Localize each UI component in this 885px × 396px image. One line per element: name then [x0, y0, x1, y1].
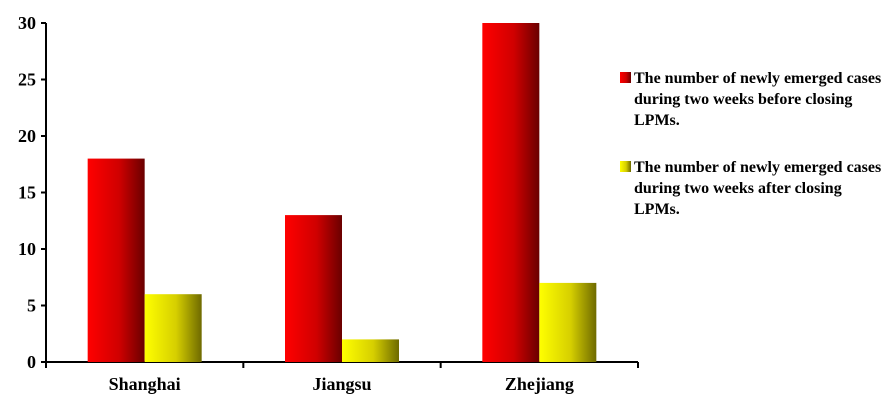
- x-axis: Shanghai Jiangsu Zhejiang: [45, 361, 639, 394]
- bars: [87, 23, 597, 362]
- legend-swatch-before: [620, 72, 631, 83]
- y-tick-label: 10: [18, 239, 36, 259]
- bar-after-closing-jiangsu: [342, 339, 399, 362]
- y-tick-label: 25: [18, 70, 36, 90]
- y-tick-label: 0: [27, 352, 36, 372]
- legend-swatch-after: [620, 161, 631, 172]
- x-category-label: Jiangsu: [312, 374, 371, 394]
- y-axis: 0 5 10 15 20 25 30: [18, 13, 47, 372]
- y-tick-label: 5: [27, 296, 36, 316]
- legend-label-after: The number of newly emerged cases during…: [634, 159, 882, 218]
- x-category-label: Shanghai: [109, 374, 181, 394]
- legend-item-before: The number of newly emerged cases during…: [620, 68, 882, 131]
- bar-before-closing-shanghai: [87, 158, 145, 362]
- x-category-label: Zhejiang: [505, 374, 574, 394]
- bar-after-closing-shanghai: [144, 294, 202, 362]
- y-tick-label: 30: [18, 13, 36, 33]
- legend: The number of newly emerged cases during…: [620, 68, 882, 246]
- bar-before-closing-zhejiang: [482, 23, 540, 362]
- y-tick-label: 20: [18, 126, 36, 146]
- legend-label-before: The number of newly emerged cases during…: [634, 70, 882, 129]
- bar-after-closing-zhejiang: [539, 282, 597, 362]
- bar-before-closing-jiangsu: [285, 215, 342, 362]
- y-tick-label: 15: [18, 183, 36, 203]
- legend-item-after: The number of newly emerged cases during…: [620, 157, 882, 220]
